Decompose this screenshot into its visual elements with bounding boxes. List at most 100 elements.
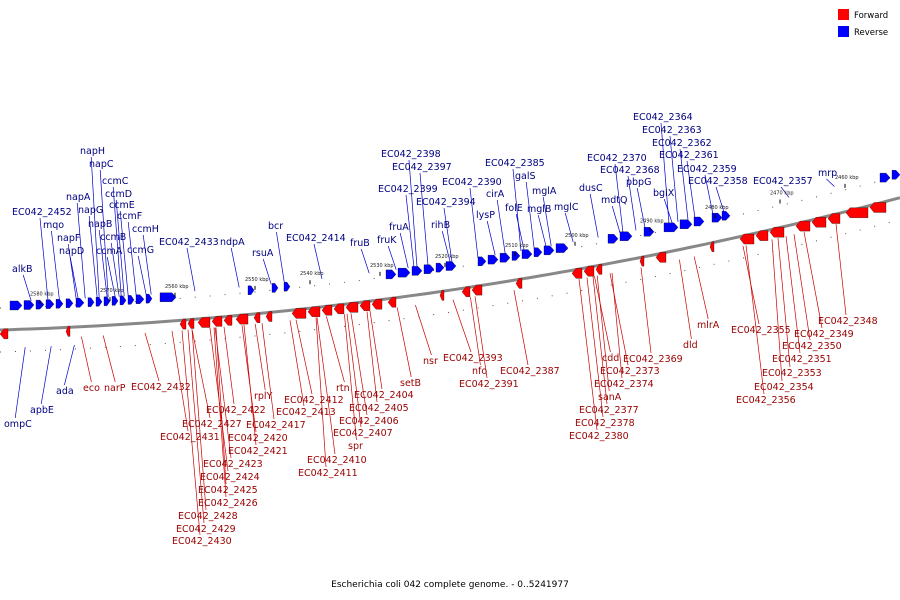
gene-label-ec042-2428: EC042_2428 (178, 511, 238, 522)
connector-line (826, 178, 835, 187)
gene-label-ec042-2357: EC042_2357 (753, 176, 813, 187)
reverse-gene-arrow (75, 298, 85, 308)
connector-line (88, 215, 98, 298)
tick-label: 2480 kbp (705, 205, 729, 211)
legend-reverse-swatch (838, 26, 849, 37)
tick-label: 2530 kbp (370, 263, 394, 269)
connector-line (640, 267, 652, 354)
reverse-gene-arrow (385, 269, 397, 280)
connector-lines (14, 122, 847, 536)
connector-line (679, 259, 692, 340)
reverse-gene-arrow (643, 227, 655, 237)
gene-label-napd: napD (59, 246, 84, 257)
connector-line (415, 304, 432, 356)
connector-line (326, 316, 345, 383)
gene-label-ec042-2404: EC042_2404 (354, 390, 414, 401)
connector-line (295, 319, 313, 395)
connector-line (609, 273, 629, 366)
gene-label-alkb: alkB (12, 264, 32, 275)
connector-line (127, 221, 137, 296)
connector-line (261, 323, 275, 420)
connector-line (14, 347, 26, 419)
connector-line (350, 313, 368, 416)
connector-line (187, 329, 205, 524)
connector-line (525, 181, 535, 249)
reverse-gene-arrow (55, 299, 64, 309)
reverse-gene-arrow (679, 219, 693, 229)
forward-gene-arrow (571, 268, 583, 279)
gene-label-ccmb: ccmB (100, 232, 126, 243)
reverse-gene-arrow (23, 300, 35, 310)
forward-gene-arrow (869, 202, 887, 213)
gene-label-mgla: mglA (532, 186, 557, 197)
gene-label-rihb: rihB (431, 220, 450, 231)
gene-label-mrp: mrp (818, 168, 837, 179)
reverse-gene-arrow (555, 243, 569, 253)
connector-line (22, 274, 32, 302)
tick-label: 2560 kbp (165, 284, 189, 290)
gene-label-mqo: mqo (43, 220, 64, 231)
gene-label-lysp: lysP (476, 210, 495, 221)
forward-gene-arrow (387, 297, 397, 308)
connector-line (315, 317, 327, 468)
connector-line (142, 234, 152, 295)
gene-label-ec042-2350: EC042_2350 (782, 341, 842, 352)
gene-label-napg: napG (78, 205, 103, 216)
forward-gene-arrow (371, 299, 383, 310)
gene-label-ec042-2417: EC042_2417 (246, 420, 306, 431)
connector-line (213, 327, 227, 498)
connector-line (771, 239, 783, 382)
connector-line (542, 196, 552, 247)
connector-line (215, 327, 227, 485)
connector-line (486, 220, 496, 256)
gene-label-ec042-2349: EC042_2349 (794, 329, 854, 340)
connector-line (513, 290, 529, 366)
connector-line (396, 307, 412, 378)
gene-label-ccmh: ccmH (132, 224, 159, 235)
gene-label-ec042-2407: EC042_2407 (333, 428, 393, 439)
gene-label-ec042-2406: EC042_2406 (339, 416, 399, 427)
gene-label-eco: eco (83, 383, 100, 394)
forward-gene-arrow (253, 312, 261, 323)
connector-line (614, 163, 624, 233)
reverse-gene-arrow (103, 296, 111, 306)
reverse-gene-arrow (533, 247, 543, 257)
gene-label-ec042-2364: EC042_2364 (633, 112, 693, 123)
gene-label-mdtq: mdtQ (601, 195, 628, 206)
connector-line (191, 329, 207, 511)
connector-line (777, 237, 791, 368)
gene-label-cira: cirA (486, 189, 505, 200)
gene-label-ec042-2354: EC042_2354 (754, 382, 814, 393)
gene-label-mglb: mglB (527, 204, 551, 215)
connector-line (289, 320, 305, 407)
reverse-gene-arrow (619, 231, 633, 241)
gene-label-ec042-2426: EC042_2426 (198, 498, 258, 509)
connector-line (704, 174, 714, 215)
gene-label-ec042-2420: EC042_2420 (228, 433, 288, 444)
forward-gene-arrow (359, 300, 371, 311)
connector-line (596, 275, 610, 392)
reverse-gene-arrow (111, 296, 119, 306)
gene-label-ec042-2356: EC042_2356 (736, 395, 796, 406)
gene-label-ompc: ompC (4, 419, 32, 430)
gene-label-ec042-2380: EC042_2380 (569, 431, 629, 442)
reverse-gene-arrow (87, 297, 95, 307)
gene-label-ec042-2411: EC042_2411 (298, 468, 358, 479)
legend: Forward Reverse (838, 9, 888, 38)
gene-label-ccma: ccmA (96, 246, 123, 257)
reverse-gene-arrow (411, 266, 423, 276)
connector-line (366, 311, 378, 403)
connector-line (564, 212, 574, 243)
connector-line (627, 175, 637, 231)
connector-line (241, 325, 257, 433)
reverse-gene-arrow (145, 293, 153, 304)
reverse-gene-arrow (127, 295, 135, 305)
connector-line (780, 186, 790, 198)
connector-line (785, 236, 801, 354)
forward-gene-arrow (235, 313, 249, 325)
connector-line (793, 234, 811, 341)
reverse-gene-arrow (711, 213, 723, 223)
kbp-ticks: 2580 kbp 2570 kbp 2560 kbp 2550 kbp 2540 kbp… (30, 175, 859, 305)
gene-label-ec042-2427: EC042_2427 (182, 419, 242, 430)
connector-line (443, 207, 453, 262)
